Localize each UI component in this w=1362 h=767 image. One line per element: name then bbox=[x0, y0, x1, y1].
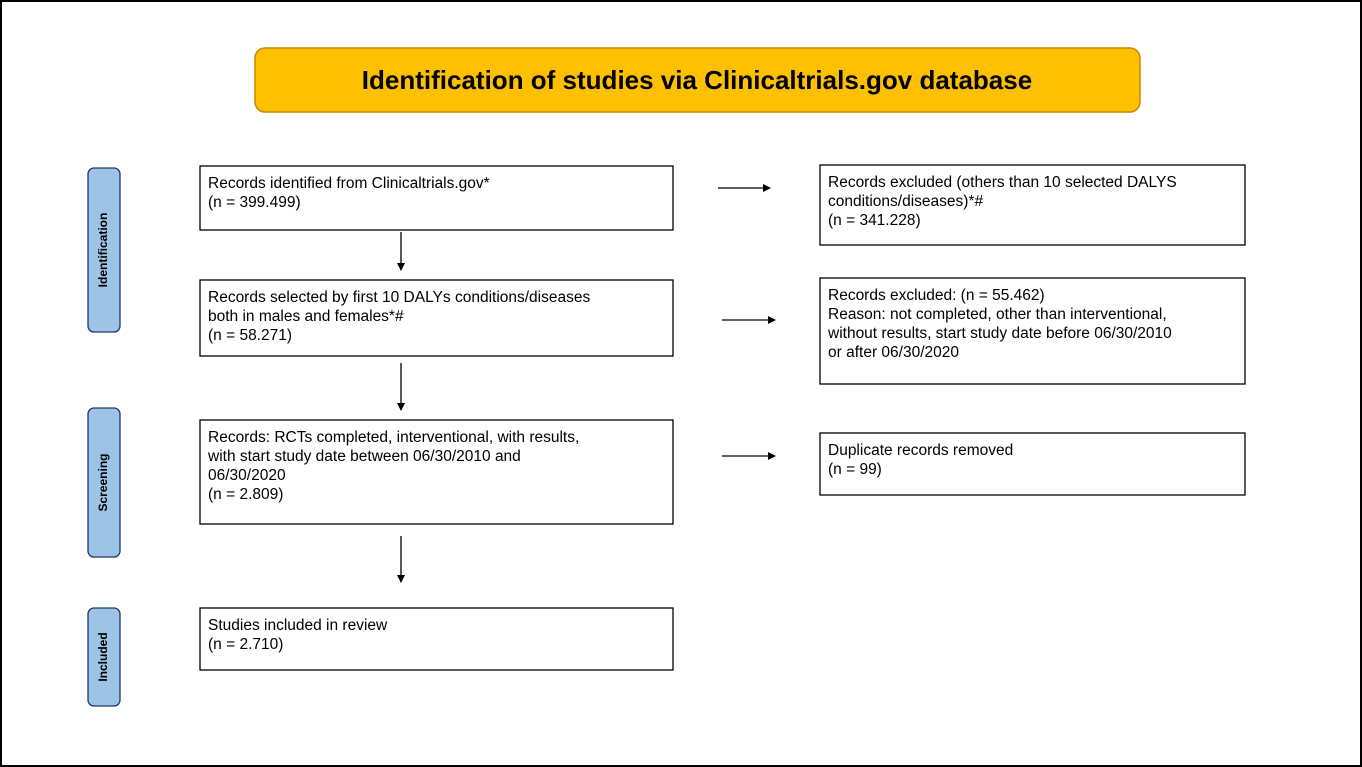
phase-box bbox=[87, 167, 121, 333]
box-text: both in males and females*# bbox=[208, 308, 404, 325]
box-text: Records selected by first 10 DALYs condi… bbox=[208, 289, 590, 306]
box-text: (n = 2.710) bbox=[208, 636, 283, 653]
box-text: Reason: not completed, other than interv… bbox=[828, 306, 1167, 323]
box-text: Studies included in review bbox=[208, 617, 388, 634]
box-text: 06/30/2020 bbox=[208, 467, 286, 484]
box bbox=[199, 165, 674, 231]
box-text: (n = 399.499) bbox=[208, 194, 301, 211]
box-text: Records excluded (others than 10 selecte… bbox=[828, 174, 1177, 191]
phase-box bbox=[87, 607, 121, 707]
box bbox=[199, 279, 674, 357]
box-text: or after 06/30/2020 bbox=[828, 344, 959, 361]
box-text: without results, start study date before… bbox=[827, 325, 1172, 342]
box bbox=[819, 432, 1246, 496]
phase-label: Included bbox=[96, 632, 110, 681]
box-text: (n = 341.228) bbox=[828, 212, 921, 229]
box-text: (n = 99) bbox=[828, 461, 882, 478]
phase-box bbox=[87, 407, 121, 558]
box-text: conditions/diseases)*# bbox=[828, 193, 983, 210]
box-text: with start study date between 06/30/2010… bbox=[207, 448, 521, 465]
box bbox=[199, 419, 674, 525]
box-text: Records identified from Clinicaltrials.g… bbox=[208, 175, 490, 192]
box bbox=[199, 607, 674, 671]
box-text: (n = 2.809) bbox=[208, 486, 283, 503]
phase-label: Screening bbox=[96, 453, 110, 511]
title-box bbox=[254, 47, 1141, 113]
box bbox=[819, 164, 1246, 246]
box-text: Records: RCTs completed, interventional,… bbox=[208, 429, 579, 446]
box-text: Records excluded: (n = 55.462) bbox=[828, 287, 1045, 304]
box bbox=[819, 277, 1246, 385]
box-text: (n = 58.271) bbox=[208, 327, 292, 344]
box-text: Duplicate records removed bbox=[828, 442, 1013, 459]
phase-label: Identification bbox=[96, 213, 110, 288]
title: Identification of studies via Clinicaltr… bbox=[362, 65, 1032, 95]
